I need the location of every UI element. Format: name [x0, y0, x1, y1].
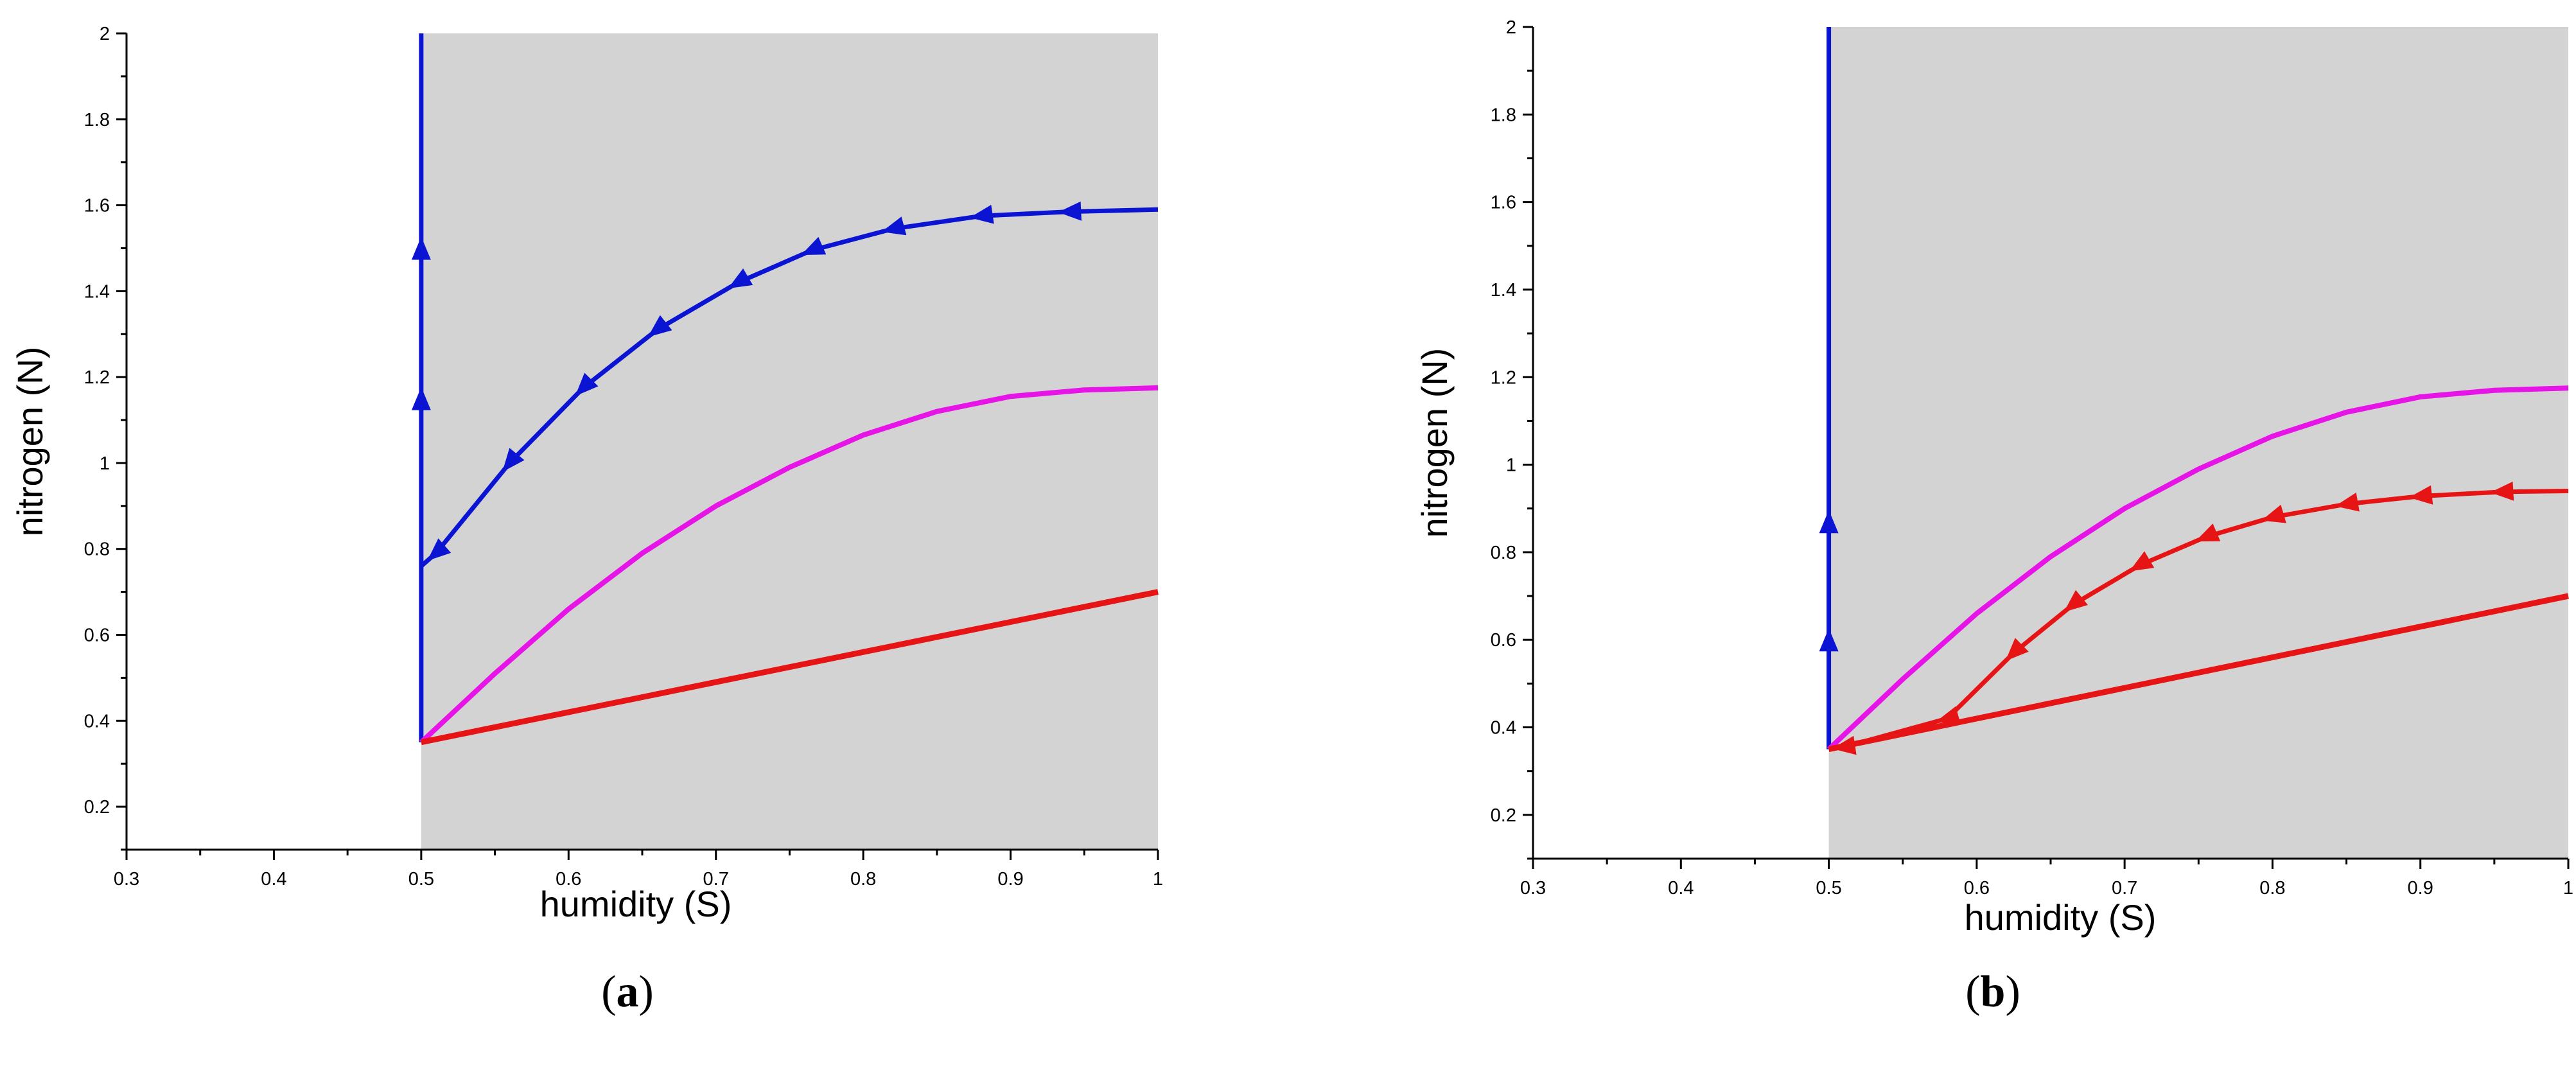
- series-a-blue-0-arrow-0: [411, 387, 431, 410]
- series-b-red-3-arrow-8: [2408, 485, 2433, 505]
- x-tick-label-b-0: 0.3: [1520, 878, 1546, 898]
- x-tick-label-a-7: 1: [1153, 869, 1163, 889]
- y-tick-label-b-7: 1.6: [1491, 193, 1516, 213]
- x-tick-label-b-4: 0.7: [2112, 878, 2137, 898]
- y-tick-label-a-5: 1.2: [84, 367, 110, 388]
- shaded-region-b: [1828, 27, 2568, 859]
- series-b-red-3-arrow-7: [2335, 493, 2360, 512]
- x-tick-label-a-6: 0.9: [997, 869, 1023, 889]
- series-a-blue-1-arrow-3: [647, 315, 672, 337]
- x-tick-label-a-1: 0.4: [261, 869, 286, 889]
- chart-panel-b: 0.3 0.4 0.5 0.6 0.7 0.8 0.9 1 0.2 0.4 0.6 0.8 1 1.2 1.…: [1414, 17, 2573, 938]
- y-tick-label-a-6: 1.4: [84, 281, 110, 302]
- series-a-blue-1-arrow-4: [728, 268, 753, 289]
- y-axis-title-b: nitrogen (N): [1414, 348, 1455, 538]
- y-tick-label-b-2: 0.6: [1491, 630, 1516, 651]
- y-tick-label-b-0: 0.2: [1491, 805, 1516, 826]
- caption-a-open: (: [601, 967, 617, 1017]
- series-a-blue-1-arrow-7: [969, 204, 994, 224]
- y-tick-label-a-8: 1.8: [84, 110, 110, 130]
- y-tick-label-a-1: 0.4: [84, 711, 110, 731]
- y-tick-label-b-4: 1: [1506, 455, 1516, 476]
- y-tick-label-b-1: 0.4: [1491, 718, 1516, 739]
- series-b-red-3-arrow-3: [2063, 590, 2088, 612]
- x-tick-label-a-4: 0.7: [703, 869, 729, 889]
- series-a-blue-1-arrow-0: [427, 538, 451, 561]
- series-b-red-3-arrow-4: [2129, 551, 2155, 572]
- y-tick-label-b-6: 1.4: [1491, 280, 1516, 301]
- caption-b: (b): [1929, 967, 2057, 1018]
- series-b-magenta-1: [1827, 385, 2569, 751]
- x-tick-label-b-2: 0.5: [1816, 878, 1841, 898]
- series-b-red-3-arrow-1: [1936, 706, 1961, 725]
- shaded-region-a: [421, 33, 1158, 850]
- y-axis-title-a: nitrogen (N): [10, 347, 50, 537]
- y-tick-label-a-4: 1: [100, 453, 110, 474]
- series-a-blue-1-arrow-8: [1058, 201, 1082, 221]
- caption-a: (a): [563, 967, 692, 1018]
- series-b-blue-0-arrow-0: [1819, 628, 1839, 652]
- caption-b-close: ): [2005, 967, 2020, 1017]
- series-b-red-3: [1828, 488, 2569, 752]
- y-tick-label-b-3: 0.8: [1491, 543, 1516, 563]
- x-tick-label-a-3: 0.6: [556, 869, 581, 889]
- y-tick-label-b-9: 2: [1506, 17, 1516, 38]
- caption-b-open: (: [1965, 967, 1981, 1017]
- x-axis-title-a: humidity (S): [540, 884, 732, 924]
- y-tick-label-a-0: 0.2: [84, 797, 110, 818]
- series-a-magenta-2: [419, 385, 1159, 744]
- x-tick-label-a-5: 0.8: [850, 869, 876, 889]
- caption-a-close: ): [638, 967, 654, 1017]
- series-a-blue-1-arrow-1: [502, 448, 525, 472]
- series-b-blue-0-arrow-1: [1819, 510, 1839, 534]
- series-a-blue-1-arrow-6: [881, 216, 907, 236]
- series-a-blue-1-arrow-2: [575, 372, 599, 396]
- series-group-b: [1819, 27, 2569, 755]
- y-tick-label-a-3: 0.8: [84, 539, 110, 560]
- series-b-red-3-arrow-6: [2261, 504, 2286, 523]
- y-tick-label-a-2: 0.6: [84, 626, 110, 646]
- x-tick-label-b-5: 0.8: [2259, 878, 2285, 898]
- series-a-blue-0-arrow-1: [411, 236, 431, 260]
- x-tick-label-b-1: 0.4: [1668, 878, 1694, 898]
- caption-a-letter: a: [616, 967, 639, 1017]
- caption-b-letter: b: [1980, 967, 2006, 1017]
- series-a-red-3: [420, 589, 1159, 746]
- series-b-red-3-arrow-5: [2195, 523, 2221, 542]
- x-tick-label-b-6: 0.9: [2408, 878, 2433, 898]
- chart-panel-a: 0.3 0.4 0.5 0.6 0.7 0.8 0.9 1 0.2 0.4 0.6 0.8 1 1.2 1.…: [10, 24, 1163, 924]
- series-a-blue-1-arrow-5: [801, 236, 827, 255]
- y-tick-label-b-5: 1.2: [1491, 367, 1516, 388]
- y-tick-label-a-7: 1.6: [84, 196, 110, 216]
- x-tick-label-b-7: 1: [2563, 878, 2573, 898]
- series-b-red-3-arrow-2: [2005, 638, 2029, 661]
- x-tick-label-a-2: 0.5: [408, 869, 434, 889]
- x-tick-label-a-0: 0.3: [114, 869, 139, 889]
- y-tick-label-a-9: 2: [100, 24, 110, 44]
- x-tick-label-b-3: 0.6: [1964, 878, 1990, 898]
- series-b-red-3-arrow-9: [2490, 481, 2514, 501]
- series-group-a: [411, 33, 1159, 746]
- x-axis-title-b: humidity (S): [1965, 897, 2157, 938]
- series-b-red-3-arrow-0: [1832, 735, 1857, 755]
- y-tick-label-b-8: 1.8: [1491, 105, 1516, 125]
